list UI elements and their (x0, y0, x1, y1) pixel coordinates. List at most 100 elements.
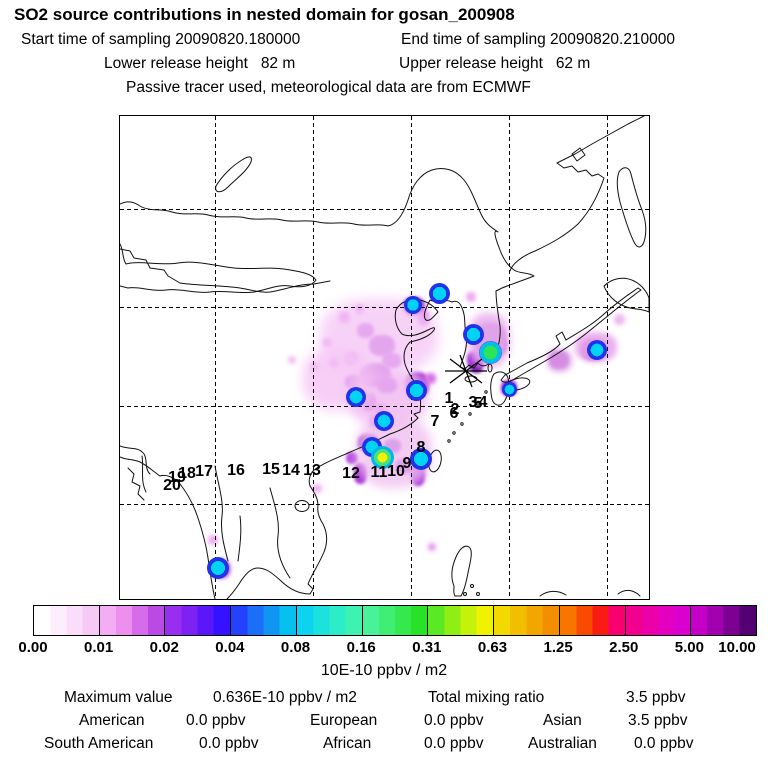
island-sliver-2 (617, 589, 641, 597)
region-south-american-label: South American (44, 735, 154, 752)
region-asian-label: Asian (543, 712, 582, 729)
contribution-patch (312, 484, 322, 493)
contribution-patch (547, 349, 572, 372)
colorbar-tick-label: 0.04 (215, 639, 245, 656)
colorbar-segment (165, 606, 232, 635)
island-shantar (571, 147, 586, 162)
gridline-vertical (509, 116, 510, 599)
station-number-label: 8 (416, 439, 426, 456)
region-asian-value: 3.5 ppbv (628, 712, 688, 729)
colorbar-unit-label: 10E-10 ppbv / m2 (320, 662, 448, 679)
island-hokkaido (603, 277, 649, 313)
station-number-label: 13 (303, 462, 321, 479)
lake-baikal (215, 156, 252, 193)
end-time-label: End time of sampling 20090820.210000 (401, 31, 676, 48)
station-number-label: 9 (402, 455, 412, 472)
island-honshu (500, 287, 642, 383)
contribution-patch (466, 292, 476, 302)
coastline-okhotsk-lower (509, 162, 605, 272)
contribution-patch (425, 373, 436, 384)
station-number-label: 2 (450, 401, 460, 418)
contribution-patch (208, 535, 218, 545)
receptor-asterisk-marker (445, 354, 487, 388)
inland-boundary-nw (120, 243, 317, 294)
emission-hotspot-dot (374, 411, 394, 431)
station-number-label: 3 (468, 394, 478, 411)
emission-hotspot-dot (370, 445, 394, 469)
station-number-label: 20 (163, 477, 181, 494)
colorbar-tick-label: 0.63 (477, 639, 508, 656)
emission-hotspot-dot (346, 387, 366, 407)
maximum-value-label: Maximum value (64, 689, 173, 706)
station-number-label: 15 (262, 461, 280, 478)
colorbar (33, 605, 757, 636)
emission-hotspot-dot (587, 340, 607, 360)
coast-india-edge (120, 445, 151, 475)
colorbar-tick-label: 0.01 (84, 639, 114, 656)
inland-boundary-step (120, 248, 331, 293)
colorbar-tick-label: 0.16 (346, 639, 376, 656)
emission-hotspot-dot (462, 323, 484, 345)
river-chaophraya (237, 515, 242, 562)
station-number-label: 4 (478, 394, 488, 411)
island-luzon (451, 545, 472, 597)
plot-title: SO2 source contributions in nested domai… (14, 5, 515, 24)
region-australian-value: 0.0 ppbv (634, 735, 694, 752)
region-european-value: 0.0 ppbv (424, 712, 484, 729)
station-number-label: 14 (282, 462, 300, 479)
gridline-vertical (607, 116, 608, 599)
colorbar-tick-label: 0.00 (18, 639, 48, 656)
station-number-label: 17 (195, 463, 213, 480)
contribution-patch (346, 452, 358, 464)
start-time-label: Start time of sampling 20090820.180000 (21, 31, 301, 48)
colorbar-tick-label: 0.08 (280, 639, 311, 656)
station-number-label: 11 (370, 464, 388, 481)
colorbar-segment (231, 606, 297, 635)
upper-release-label: Upper release height 62 m (399, 55, 591, 72)
gridline-horizontal (120, 504, 649, 505)
colorbar-tick-label: 10.00 (718, 639, 756, 656)
island-kyushu (490, 371, 510, 406)
station-number-label: 6 (449, 405, 459, 422)
gridline-horizontal (120, 406, 649, 407)
colorbar-segment (34, 606, 100, 635)
region-american-label: American (79, 712, 145, 729)
colorbar-segment (559, 606, 626, 635)
island-hainan (294, 500, 310, 512)
contribution-patch (614, 314, 625, 325)
lower-release-label: Lower release height 82 m (104, 55, 296, 72)
gridline-horizontal (120, 307, 649, 308)
region-european-label: European (310, 712, 378, 729)
region-african-label: African (323, 735, 372, 752)
colorbar-segment (428, 606, 495, 635)
colorbar-tick-label: 2.50 (609, 639, 639, 656)
delta-squiggle (127, 467, 145, 501)
station-number-label: 19 (168, 469, 186, 486)
emission-hotspot-dot (207, 557, 229, 579)
colorbar-segment (296, 606, 363, 635)
tracer-note-label: Passive tracer used, meteorological data… (126, 79, 531, 96)
gridline-vertical (411, 116, 412, 599)
total-mixing-value: 3.5 ppbv (626, 689, 686, 706)
emission-hotspot-dot (478, 340, 502, 364)
gridline-vertical (215, 116, 216, 599)
island-sliver-1 (539, 590, 567, 597)
total-mixing-label: Total mixing ratio (428, 689, 545, 706)
region-south-american-value: 0.0 ppbv (199, 735, 259, 752)
station-number-label: 16 (227, 462, 245, 479)
colorbar-tick-label: 0.02 (149, 639, 179, 656)
emission-hotspot-dot (410, 448, 432, 470)
region-american-value: 0.0 ppbv (186, 712, 246, 729)
gridline-horizontal (120, 209, 649, 210)
coastline-okhotsk-beak (556, 116, 645, 164)
contribution-patch (428, 543, 436, 551)
maximum-value: 0.636E-10 ppbv / m2 (213, 689, 357, 706)
colorbar-segment (99, 606, 166, 635)
island-sakhalin (616, 167, 647, 248)
station-number-label: 7 (430, 413, 440, 430)
station-number-label: 12 (342, 465, 360, 482)
station-number-label: 18 (178, 465, 196, 482)
station-number-label: 5 (473, 395, 483, 412)
coastline-layer (120, 116, 649, 599)
station-number-label: 1 (444, 390, 454, 407)
